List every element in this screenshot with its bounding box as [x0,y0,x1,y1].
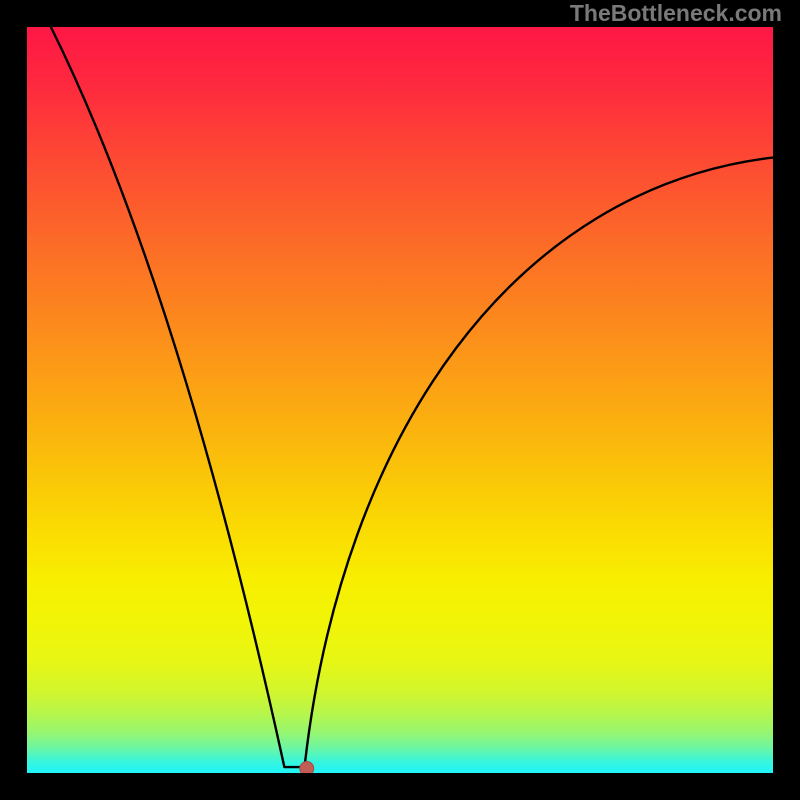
plot-area [27,27,773,773]
watermark-text: TheBottleneck.com [570,0,782,27]
chart-container: TheBottleneck.com [0,0,800,800]
plot-svg [27,27,773,773]
optimum-marker [300,762,314,773]
